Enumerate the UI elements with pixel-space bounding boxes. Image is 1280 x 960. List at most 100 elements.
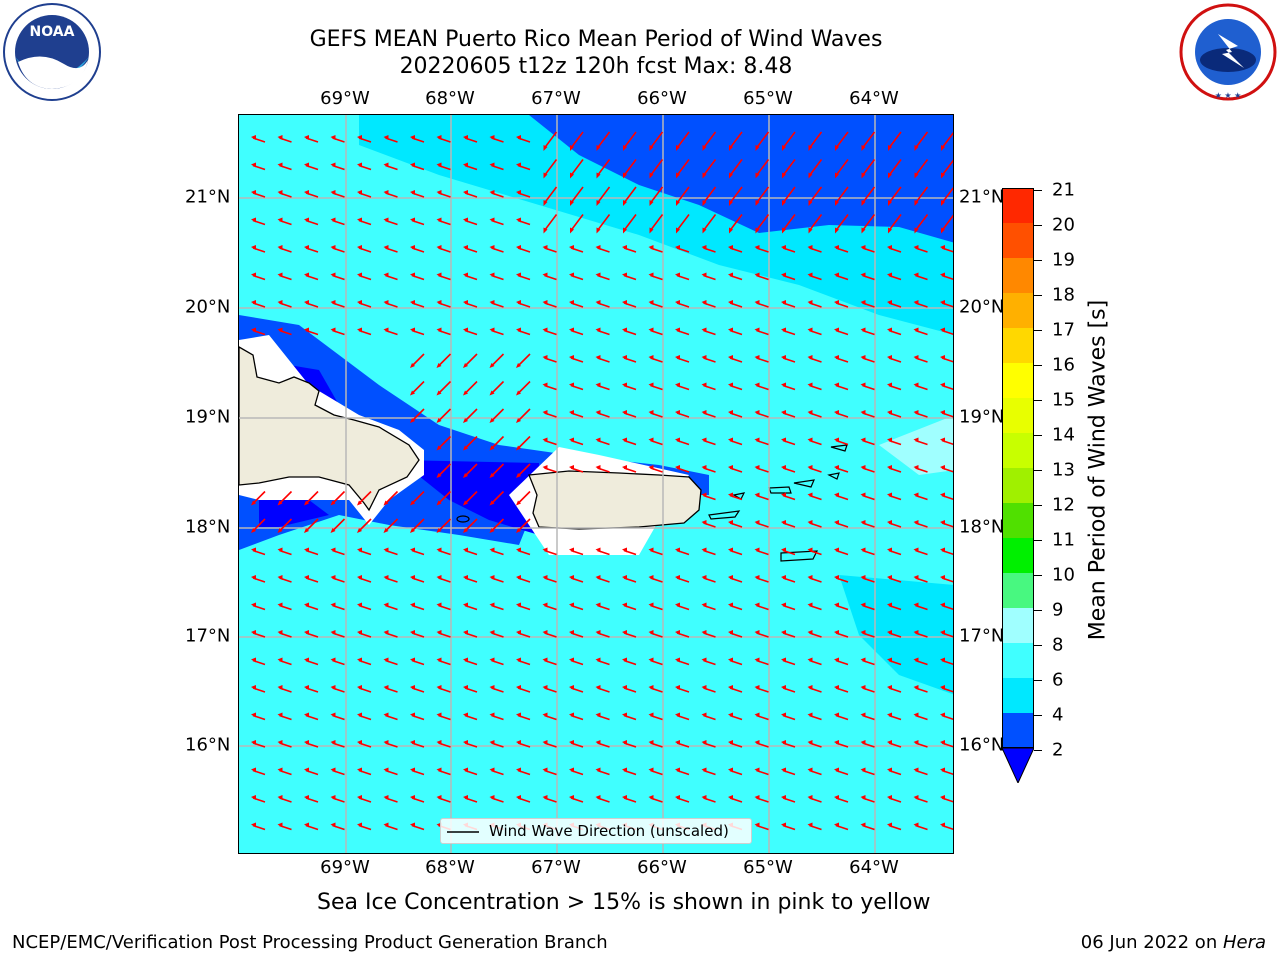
arrow-head bbox=[277, 162, 283, 168]
arrow-head bbox=[808, 227, 813, 234]
arrow-head bbox=[941, 227, 945, 234]
arrow-head bbox=[330, 327, 336, 333]
chart-subtitle: 20220605 t12z 120h fcst Max: 8.48 bbox=[399, 54, 793, 79]
colorbar-tick-label: 11 bbox=[1052, 529, 1075, 551]
arrow-head bbox=[940, 245, 945, 250]
arrow-head bbox=[675, 327, 680, 333]
arrow-head bbox=[595, 547, 601, 553]
wave-direction-arrow bbox=[623, 186, 637, 204]
arrow-head bbox=[701, 547, 707, 553]
arrow-head bbox=[277, 528, 283, 533]
arrow-head bbox=[595, 272, 601, 278]
arrow-head bbox=[835, 172, 839, 179]
arrow-head bbox=[702, 227, 707, 234]
arrow-head bbox=[383, 575, 389, 580]
arrow-head bbox=[807, 740, 813, 745]
arrow-head bbox=[330, 575, 336, 580]
arrow-head bbox=[860, 300, 866, 305]
arrow-head bbox=[569, 712, 574, 718]
wave-direction-arrow bbox=[702, 186, 717, 204]
arrow-head bbox=[834, 602, 839, 608]
arrow-head bbox=[595, 437, 601, 443]
wave-direction-arrow bbox=[543, 131, 558, 149]
colorbar-tick-label: 20 bbox=[1052, 214, 1075, 236]
colorbar-segment bbox=[1002, 433, 1034, 468]
arrow-head bbox=[648, 602, 654, 608]
arrow-head bbox=[277, 822, 283, 828]
arrow-head bbox=[383, 217, 389, 223]
arrow-head bbox=[807, 437, 813, 443]
arrow-head bbox=[675, 547, 680, 553]
lat-label-left: 18°N bbox=[185, 516, 231, 538]
arrow-head bbox=[648, 300, 654, 305]
wave-direction-arrow bbox=[888, 214, 902, 231]
arrow-head bbox=[516, 602, 521, 608]
arrow-head bbox=[648, 685, 654, 690]
arrow-head bbox=[622, 327, 627, 333]
wave-direction-arrow bbox=[464, 490, 478, 505]
arrow-head bbox=[595, 575, 601, 580]
wave-direction-arrow bbox=[755, 159, 770, 176]
arrow-head bbox=[887, 630, 892, 635]
arrow-head bbox=[410, 740, 415, 745]
period-band-8-9 bbox=[879, 415, 953, 475]
arrow-head bbox=[728, 685, 733, 690]
arrow-head bbox=[676, 200, 680, 206]
lon-label-top: 69°W bbox=[320, 88, 370, 109]
arrow-head bbox=[701, 437, 707, 443]
arrow-head bbox=[807, 630, 813, 635]
arrow-head bbox=[781, 767, 786, 773]
arrow-head bbox=[569, 437, 574, 443]
arrow-head bbox=[436, 327, 442, 333]
wave-direction-arrow bbox=[835, 159, 849, 176]
arrow-head bbox=[251, 767, 256, 773]
arrow-head bbox=[595, 245, 601, 250]
arrow-head bbox=[861, 172, 866, 179]
arrow-head bbox=[648, 437, 654, 443]
arrow-head bbox=[330, 190, 336, 195]
arrow-head bbox=[357, 190, 362, 195]
wave-direction-arrow bbox=[596, 131, 611, 149]
arrow-head bbox=[807, 767, 813, 773]
arrow-head bbox=[543, 172, 548, 179]
wave-direction-arrow bbox=[623, 159, 637, 176]
arrow-head bbox=[410, 245, 415, 250]
wave-direction-arrow bbox=[464, 408, 478, 422]
colorbar-tick bbox=[1034, 225, 1042, 226]
colorbar-segment bbox=[1002, 538, 1034, 573]
arrow-head bbox=[728, 465, 733, 470]
arrow-head bbox=[251, 300, 256, 305]
arrow-head bbox=[835, 200, 839, 206]
arrow-head bbox=[489, 327, 495, 333]
arrow-head bbox=[595, 795, 601, 800]
arrow-head bbox=[913, 492, 919, 498]
arrow-head bbox=[913, 767, 919, 773]
arrow-head bbox=[781, 382, 786, 388]
arrow-head bbox=[542, 685, 548, 690]
arrow-head bbox=[675, 300, 680, 305]
lon-label-top: 66°W bbox=[637, 88, 687, 109]
arrow-head bbox=[648, 795, 654, 800]
arrow-head bbox=[304, 327, 309, 333]
arrow-head bbox=[410, 547, 415, 553]
arrow-head bbox=[728, 410, 733, 415]
wave-direction-arrow bbox=[861, 186, 876, 204]
colorbar-segment bbox=[1002, 363, 1034, 398]
arrow-head bbox=[304, 217, 309, 223]
colorbar-tick bbox=[1034, 190, 1042, 191]
arrow-head bbox=[675, 355, 680, 360]
arrow-head bbox=[860, 245, 866, 250]
arrow-head bbox=[702, 145, 707, 151]
arrow-head bbox=[781, 300, 786, 305]
arrow-head bbox=[888, 200, 892, 206]
arrow-head bbox=[463, 272, 468, 278]
arrow-head bbox=[304, 602, 309, 608]
wave-direction-arrow bbox=[808, 159, 823, 176]
wave-direction-arrow bbox=[729, 159, 743, 176]
arrow-head bbox=[304, 822, 309, 828]
arrow-head bbox=[569, 657, 574, 663]
arrow-head bbox=[860, 465, 866, 470]
arrow-head bbox=[516, 500, 521, 506]
arrow-head bbox=[542, 602, 548, 608]
arrow-head bbox=[675, 272, 680, 278]
